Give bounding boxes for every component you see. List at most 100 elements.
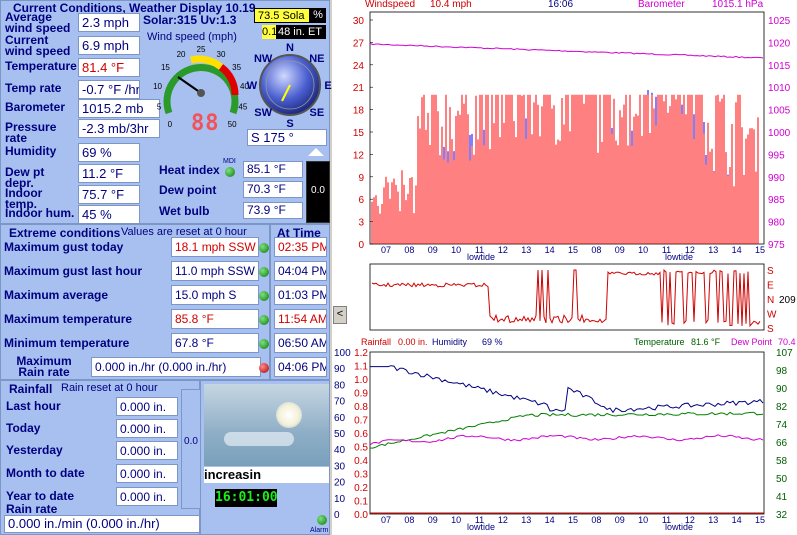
x-tick: 13 <box>708 245 718 255</box>
forecast-panel: increasin 16:01:00 Alarm <box>200 380 330 535</box>
y-left-tick: 0 <box>358 240 364 251</box>
compass-label: W <box>247 80 258 92</box>
current-value: 75.7 °F <box>78 185 140 204</box>
extreme-title: Extreme conditions <box>9 226 121 240</box>
x-tick: 08 <box>404 515 414 525</box>
extreme-time: 11:54 AM <box>274 309 327 329</box>
rainfall-note: Rain reset at 0 hour <box>61 382 158 394</box>
rainfall-title: Rainfall <box>9 382 53 396</box>
y-right-tick: 1025 <box>768 16 791 27</box>
status-led <box>259 339 269 349</box>
gauge-tick-label: 0 <box>168 120 173 129</box>
graph-time: 16:06 <box>548 0 574 10</box>
humidity-tick: 60 <box>334 413 346 424</box>
x-tick: 13 <box>708 515 718 525</box>
current-value: 69 % <box>78 143 140 162</box>
rain-label: Today <box>6 421 41 435</box>
current-label: Dew pt depr. <box>5 165 45 190</box>
dew-point-label: Dew point <box>159 183 217 197</box>
y-left-tick: 12 <box>353 150 365 161</box>
x-tick: 07 <box>381 515 391 525</box>
x-tick: 08 <box>404 245 414 255</box>
y-left-tick: 18 <box>353 106 365 117</box>
y-right-tick: 1010 <box>768 83 791 94</box>
status-led <box>259 243 269 253</box>
x-tick: 15 <box>568 245 578 255</box>
extreme-label: Maximum average <box>4 288 109 302</box>
current-label: Indoor hum. <box>5 206 75 220</box>
extreme-label: Minimum temperature <box>4 336 130 350</box>
current-value: -0.7 °F /hr <box>78 80 140 99</box>
vertical-meter-value: 0.0 <box>311 185 325 196</box>
rain-value: 0.000 in. <box>116 441 178 460</box>
current-value: 6.9 mph <box>78 36 140 55</box>
extreme-time: 02:35 PM <box>274 237 327 257</box>
heat-index-value: 85.1 °F <box>243 161 303 178</box>
temp-tick: 66 <box>776 438 788 449</box>
alarm-led[interactable] <box>317 515 327 525</box>
temp-tick: 107 <box>776 348 793 359</box>
heat-index-led <box>225 167 235 177</box>
direction-tick: S <box>767 324 774 335</box>
current-value: -2.3 mb/3hr <box>78 119 160 138</box>
rain-tick: 1.1 <box>354 362 368 373</box>
y-right-tick: 980 <box>768 218 785 229</box>
wet-bulb-value: 73.9 °F <box>243 202 303 219</box>
x-tick: 10 <box>638 515 648 525</box>
current-label: Average wind speed <box>5 10 71 35</box>
x-tick: 12 <box>498 515 508 525</box>
rain-value: 0.000 in. <box>116 397 178 416</box>
clock-display: 16:01:00 <box>215 489 278 507</box>
collapse-arrow-icon[interactable] <box>308 148 324 156</box>
direction-tick: E <box>767 281 774 292</box>
rain-value: 0.000 in. <box>116 464 178 483</box>
humidity-tick: 10 <box>334 494 346 505</box>
y-right-tick: 985 <box>768 195 785 206</box>
rain-value: 0.000 in. <box>116 487 178 506</box>
x-tick: 08 <box>591 515 601 525</box>
y-right-tick: 990 <box>768 173 785 184</box>
rain-tick: 0.2 <box>354 483 368 494</box>
humidity-tick: 70 <box>334 397 346 408</box>
gauge-digital-readout: 88 <box>191 111 220 136</box>
compass-label: NE <box>309 53 324 65</box>
windspeed-value: 10.4 mph <box>430 0 472 10</box>
et-box-left: 0.1 <box>262 25 278 39</box>
at-time-title: At Time <box>277 226 321 240</box>
gauge-tick-label: 40 <box>240 82 249 91</box>
y-left-tick: 6 <box>358 195 364 206</box>
y-right-tick: 1000 <box>768 128 791 139</box>
direction-tick: N <box>767 295 774 306</box>
barometer-label: Barometer <box>638 0 685 10</box>
current-label: Temperature <box>5 59 77 73</box>
rain-tick: 1.0 <box>354 375 368 386</box>
humidity-tick: 80 <box>334 380 346 391</box>
gauge-tick-label: 50 <box>228 120 237 129</box>
graph1-header: Windspeed 10.4 mph 16:06 Barometer 1015.… <box>332 0 797 10</box>
lowtide-label: lowtide <box>665 252 693 260</box>
extreme-label: Maximum gust today <box>4 240 124 254</box>
humidity-tick: 50 <box>334 429 346 440</box>
scroll-left-button[interactable]: < <box>333 306 347 324</box>
y-left-tick: 21 <box>353 83 365 94</box>
graph2-plot-area <box>369 263 765 331</box>
rain-tick: 0.4 <box>354 456 368 467</box>
extreme-time: 04:04 PM <box>274 261 327 281</box>
rainfall-graph-value: 0.00 in. <box>398 337 428 347</box>
gauge-tick-label: 35 <box>232 63 241 72</box>
x-tick: 10 <box>638 245 648 255</box>
current-label: Indoor temp. <box>5 186 43 211</box>
current-label: Pressure rate <box>5 120 57 145</box>
x-tick: 12 <box>685 515 695 525</box>
extreme-note: Values are reset at 0 hour <box>121 226 247 238</box>
extreme-time: 01:03 PM <box>274 285 327 305</box>
temp-tick: 32 <box>776 510 788 521</box>
extreme-value: 11.0 mph SSW <box>171 261 259 281</box>
wind-direction-value: S 175 ° <box>247 129 327 146</box>
rain-meter: 0.0 <box>181 389 201 509</box>
lowtide-label: lowtide <box>665 522 693 532</box>
current-value: 45 % <box>78 205 140 224</box>
y-left-tick: 30 <box>353 16 365 27</box>
